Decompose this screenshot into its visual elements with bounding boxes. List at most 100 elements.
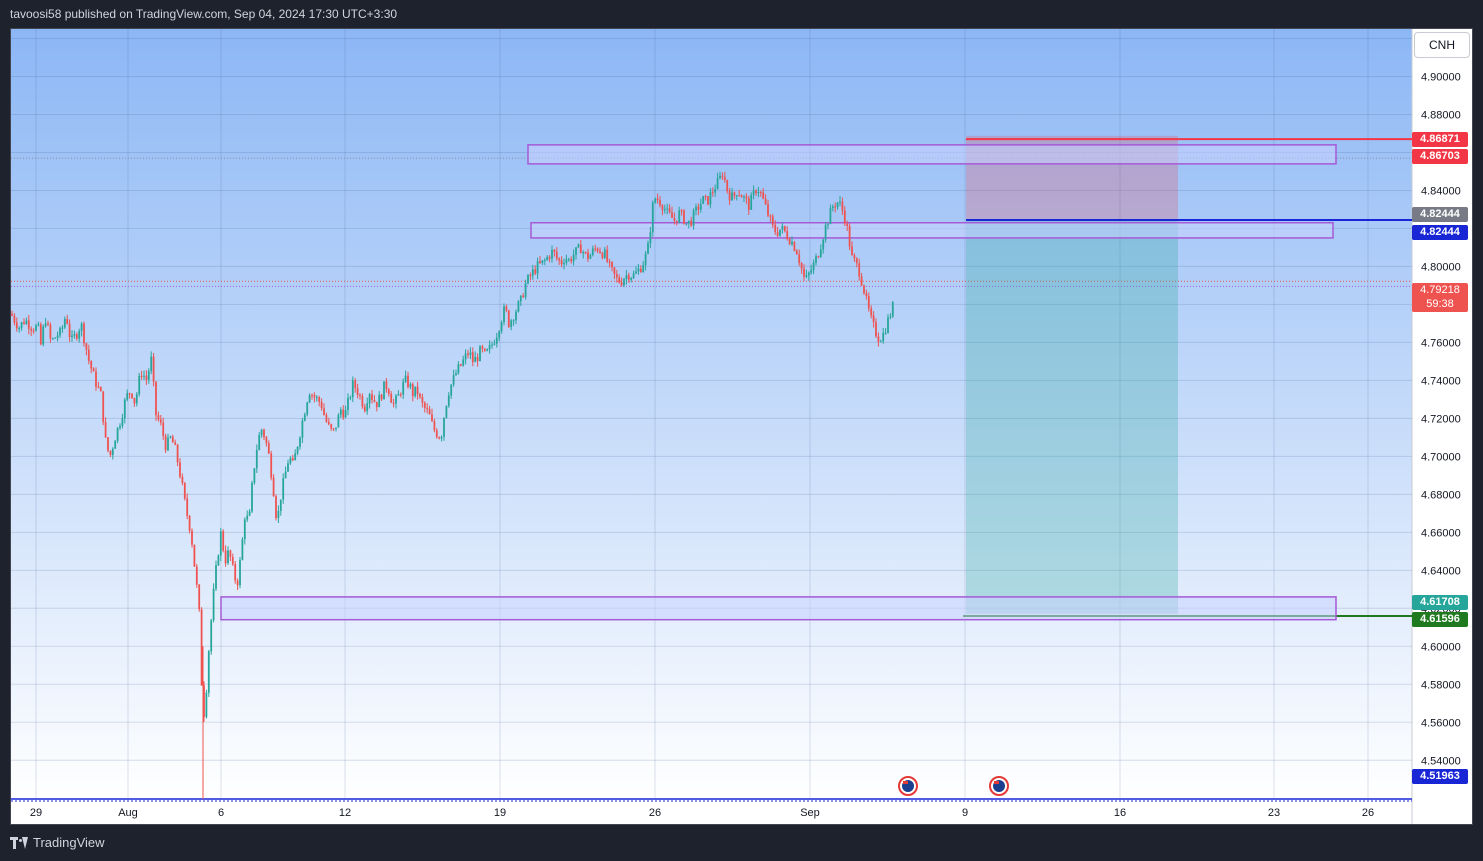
- price-chart[interactable]: 4.920004.900004.880004.860004.840004.820…: [11, 29, 1472, 824]
- candle-body: [169, 436, 172, 438]
- candle-body: [450, 384, 453, 396]
- australia-flag-icon: [898, 776, 918, 796]
- candle-body: [330, 424, 333, 429]
- price-label-entry-gray: 4.82444: [1412, 207, 1468, 222]
- candle-body: [390, 393, 393, 403]
- y-tick-label: 4.56000: [1421, 717, 1461, 729]
- candle-body: [639, 268, 642, 273]
- candle-body: [325, 415, 328, 422]
- candle-body: [203, 685, 205, 718]
- candle-body: [529, 274, 532, 276]
- candle-body: [380, 394, 383, 400]
- candle-body: [692, 210, 695, 226]
- candle-body: [613, 267, 616, 275]
- zone-rectangle: [220, 596, 1337, 621]
- candle-body: [191, 530, 193, 545]
- candle-body: [716, 178, 719, 190]
- candle-body: [524, 283, 527, 298]
- candle-body: [323, 408, 325, 416]
- candle-body: [368, 394, 371, 404]
- candle-body: [572, 254, 575, 262]
- symbol-button[interactable]: CNH: [1414, 32, 1470, 58]
- candle-body: [397, 394, 400, 396]
- candle-body: [361, 395, 364, 407]
- candle-body: [642, 264, 645, 273]
- candle-body: [750, 194, 753, 210]
- candle-body: [138, 375, 141, 395]
- candle-body: [704, 196, 707, 198]
- candle-body: [327, 421, 330, 425]
- candle-body: [555, 251, 558, 259]
- candle-body: [104, 422, 107, 438]
- candle-body: [587, 252, 589, 259]
- candle-body: [167, 437, 169, 451]
- candle-body: [229, 550, 232, 557]
- candle-body: [644, 253, 647, 265]
- candle-body: [431, 414, 433, 422]
- candle-body: [402, 381, 405, 395]
- candle-body: [779, 229, 781, 236]
- candle-body: [301, 420, 304, 438]
- zone-rectangle: [530, 221, 1334, 239]
- candle-body: [666, 208, 669, 210]
- candle-body: [457, 364, 460, 374]
- candle-body: [296, 446, 299, 454]
- candle-body: [776, 232, 779, 236]
- candle-body: [313, 395, 316, 398]
- candle-body: [308, 395, 311, 403]
- candle-body: [882, 332, 885, 342]
- candle-body: [774, 224, 777, 233]
- candle-body: [135, 394, 138, 404]
- candle-body: [743, 196, 745, 198]
- candle-body: [563, 262, 565, 265]
- candle-body: [186, 498, 189, 516]
- candle-body: [819, 249, 822, 258]
- price-label-low: 4.51963: [1412, 769, 1468, 784]
- candle-body: [407, 375, 409, 387]
- candle-body: [282, 478, 285, 500]
- y-tick-label: 4.76000: [1421, 337, 1461, 349]
- candle-body: [111, 448, 114, 455]
- candle-body: [510, 320, 513, 327]
- candle-body: [541, 260, 544, 263]
- chart-frame[interactable]: 4.920004.900004.880004.860004.840004.820…: [10, 28, 1473, 825]
- candle-body: [279, 499, 282, 511]
- candle-body: [344, 410, 347, 418]
- candle-body: [603, 249, 606, 258]
- candle-body: [548, 256, 551, 259]
- y-tick-label: 4.68000: [1421, 489, 1461, 501]
- candle-body: [114, 440, 117, 449]
- candle-body: [234, 564, 237, 581]
- tradingview-logo[interactable]: TradingView: [10, 835, 105, 850]
- candle-body: [479, 346, 481, 362]
- candle-body: [59, 328, 61, 336]
- candle-body: [877, 336, 880, 342]
- candle-body: [570, 259, 573, 262]
- candle-body: [99, 387, 102, 392]
- candle-body: [387, 389, 390, 394]
- candle-body: [42, 326, 45, 345]
- candle-body: [488, 344, 491, 350]
- x-tick-label: Aug: [118, 807, 138, 819]
- candle-body: [145, 375, 148, 380]
- y-tick-label: 4.88000: [1421, 109, 1461, 121]
- candle-body: [455, 373, 457, 376]
- candle-body: [611, 261, 613, 268]
- candle-body: [671, 212, 673, 218]
- candle-body: [543, 260, 546, 262]
- candle-body: [337, 414, 340, 428]
- candle-body: [546, 256, 549, 261]
- candle-body: [116, 427, 119, 441]
- candle-body: [143, 375, 145, 377]
- x-tick-label: 6: [218, 807, 224, 819]
- candle-body: [863, 285, 865, 294]
- candle-body: [870, 308, 873, 316]
- candle-body: [839, 201, 841, 203]
- candle-body: [452, 375, 455, 385]
- y-tick-label: 4.66000: [1421, 527, 1461, 539]
- y-tick-label: 4.74000: [1421, 375, 1461, 387]
- candle-body: [306, 402, 309, 415]
- candle-body: [87, 349, 90, 361]
- candle-body: [579, 244, 582, 254]
- candle-body: [95, 371, 97, 387]
